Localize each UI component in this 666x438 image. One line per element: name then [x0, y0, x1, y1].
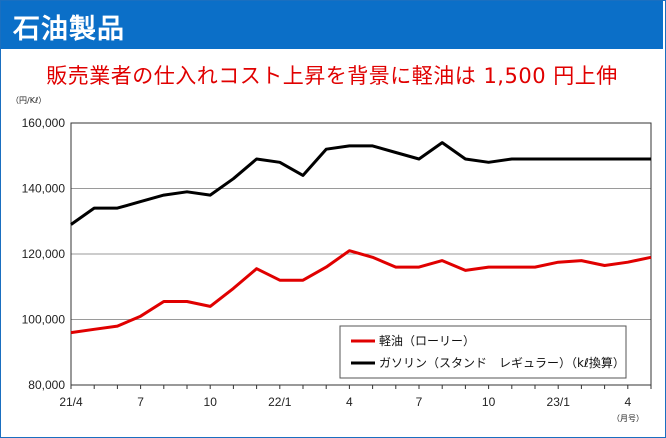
x-axis-unit: （月号） — [612, 414, 644, 423]
series-line-gasoline — [70, 141, 651, 226]
y-axis-ticks: 80,000 100,000 120,000 140,000 160,000 — [22, 116, 66, 392]
y-axis-unit: （円/Kℓ） — [11, 96, 46, 105]
x-axis-ticks: 21/4 7 10 22/1 4 7 10 23/1 4 — [59, 385, 652, 409]
x-tick-label: 7 — [416, 395, 423, 409]
x-tick-label: 23/1 — [547, 395, 571, 409]
series-line-diesel — [70, 249, 652, 335]
x-tick-label: 10 — [204, 395, 218, 409]
legend: 軽油（ローリー） ガソリン（スタンド レギュラー）（kℓ換算） — [339, 325, 627, 379]
page-title: 石油製品 — [13, 14, 125, 45]
title-banner: 石油製品 — [1, 1, 663, 49]
y-tick-label: 100,000 — [22, 313, 66, 327]
plot-area — [70, 122, 652, 386]
y-tick-label: 120,000 — [22, 247, 66, 261]
x-tick-label: 21/4 — [59, 395, 83, 409]
y-tick-label: 160,000 — [22, 116, 66, 130]
y-tick-label: 140,000 — [22, 182, 66, 196]
y-tick-label: 80,000 — [28, 378, 65, 392]
x-tick-label: 10 — [482, 395, 496, 409]
x-tick-label: 4 — [624, 395, 631, 409]
legend-label-gasoline: ガソリン（スタンド レギュラー）（kℓ換算） — [379, 355, 625, 370]
chart-subtitle: 販売業者の仕入れコスト上昇を背景に軽油は 1,500 円上伸 — [46, 64, 618, 88]
legend-box — [339, 325, 627, 379]
x-tick-label: 4 — [346, 395, 353, 409]
series-lines — [70, 141, 652, 335]
x-tick-label: 22/1 — [268, 395, 292, 409]
x-tick-label: 7 — [137, 395, 144, 409]
legend-label-diesel: 軽油（ローリー） — [379, 334, 475, 348]
